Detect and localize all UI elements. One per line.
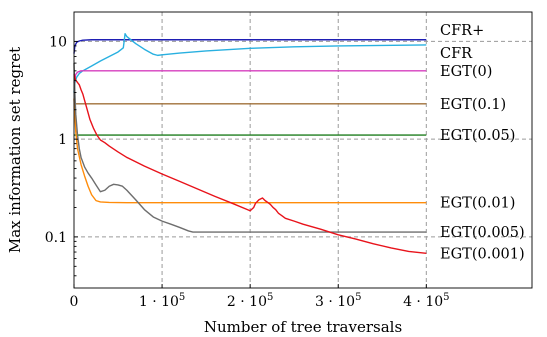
y-tick-label: 10: [49, 34, 67, 50]
x-tick-base: 2 · 10: [227, 294, 267, 310]
plot-frame: [73, 11, 533, 289]
x-axis-title: Number of tree traversals: [204, 318, 402, 336]
series-label: CFR: [440, 46, 473, 62]
series-line-cfr: [73, 39, 427, 54]
y-axis-title: Max information set regret: [6, 47, 24, 253]
y-tick-label: 0.1: [45, 230, 67, 246]
series-label: EGT(0.01): [440, 196, 515, 212]
series-label-layer: CFR+ CFR EGT(0) EGT(0.1) EGT(0.05) EGT(0.01) E…: [440, 23, 525, 263]
series-label: EGT(0.005): [440, 225, 525, 241]
x-tick-label: 1 · 105: [139, 292, 185, 310]
x-tick-exponent: 5: [179, 292, 185, 303]
series-line-egt-0-001: [73, 74, 427, 254]
x-tick-base: 3 · 10: [315, 294, 355, 310]
series-label: EGT(0.001): [440, 246, 525, 262]
series-line-egt-0: [73, 70, 427, 83]
x-tick-exponent: 5: [443, 292, 449, 303]
series-label: EGT(0.1): [440, 97, 506, 113]
series-label: EGT(0): [440, 64, 492, 80]
series-line-egt-0-01: [73, 98, 427, 204]
x-tick-exponent: 5: [267, 292, 273, 303]
x-tick-base: 1 · 10: [139, 294, 179, 310]
series-label: CFR+: [440, 23, 484, 39]
x-tick-label: 0: [70, 294, 79, 310]
series-line-egt-0-005: [73, 63, 427, 233]
grid-layer: [74, 12, 532, 288]
x-tick-label: 2 · 105: [227, 292, 273, 310]
series-layer: [73, 32, 427, 254]
y-tick-label: 1: [58, 132, 67, 148]
x-tick-label: 4 · 105: [403, 292, 449, 310]
x-tick-base: 4 · 10: [403, 294, 443, 310]
series-label: EGT(0.05): [440, 128, 515, 144]
x-tick-label: 3 · 105: [315, 292, 361, 310]
x-tick-base: 0: [70, 294, 79, 310]
x-tick-exponent: 5: [355, 292, 361, 303]
